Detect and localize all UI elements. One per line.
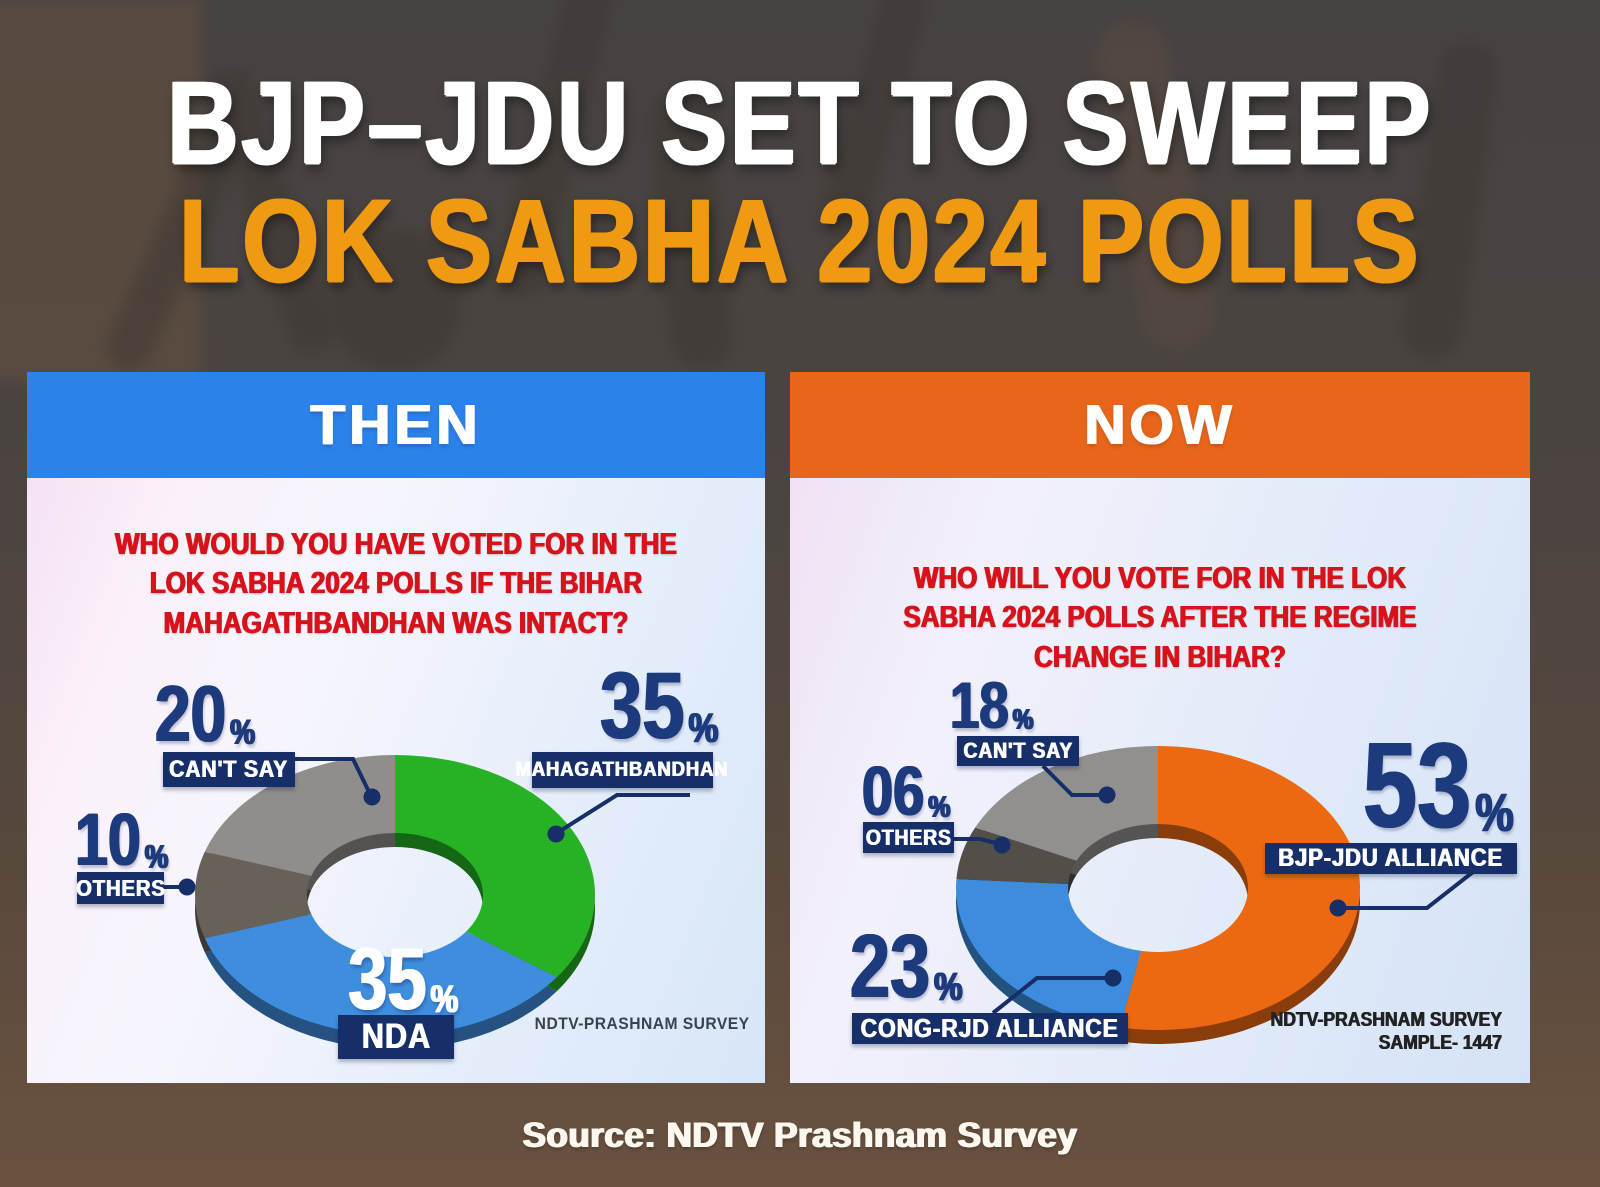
panel-now-body: WHO WILL YOU VOTE FOR IN THE LOK SABHA 2…: [790, 478, 1530, 1083]
leader-dot-others: [178, 878, 196, 896]
percent-sign: %: [1475, 783, 1514, 843]
badge-label: CONG-RJD ALLIANCE: [860, 1013, 1120, 1043]
survey-credit-then: NDTV-PRASHNAM SURVEY: [535, 1014, 750, 1033]
percent-value: 20: [155, 669, 227, 758]
slice-nda: [204, 914, 557, 1035]
value-label: 20%: [155, 674, 255, 754]
badge-label: BJP-JDU ALLIANCE: [1278, 844, 1504, 872]
badge-label: OTHERS: [865, 824, 952, 850]
leader-dot-others: [993, 836, 1011, 854]
percent-value: 23: [850, 917, 931, 1017]
badge-label: CAN'T SAY: [963, 738, 1073, 763]
survey-credit-now: NDTV-PRASHNAM SURVEY SAMPLE- 1447: [1270, 1009, 1502, 1054]
value-label: 35%: [600, 659, 718, 754]
value-label: 18%: [950, 672, 1033, 738]
badge-bjp-jdu-alliance: BJP-JDU ALLIANCE: [1265, 843, 1517, 874]
percent-sign: %: [144, 838, 169, 875]
value-label: 35%: [348, 935, 458, 1023]
badge-others: OTHERS: [75, 872, 166, 904]
headline-line-2: LOK SABHA 2024 POLLS: [179, 175, 1421, 307]
percent-value: 35: [600, 653, 685, 759]
badge-cong-rjd-alliance: CONG-RJD ALLIANCE: [852, 1013, 1128, 1044]
badge-others: OTHERS: [863, 822, 954, 853]
value-label: 06%: [862, 756, 950, 826]
badge-can-t-say: CAN'T SAY: [163, 752, 295, 787]
leader-dot-cong-rjd-alliance: [1104, 969, 1122, 987]
panel-then: THEN WHO WOULD YOU HAVE VOTED FOR IN THE…: [27, 372, 765, 1083]
leader-dot-can-t-say: [1098, 786, 1116, 804]
badge-can-t-say: CAN'T SAY: [957, 736, 1079, 766]
crowd-silhouette: [330, 230, 460, 370]
percent-sign: %: [928, 789, 951, 824]
percent-value: 18: [950, 668, 1009, 742]
leader-dot-can-t-say: [363, 788, 381, 806]
percent-value: 35: [348, 929, 427, 1028]
badge-label: NDA: [361, 1017, 431, 1056]
donut-chart-then: [164, 755, 690, 1049]
value-label: 23%: [850, 922, 963, 1012]
slice-others: [195, 851, 312, 939]
badge-label: OTHERS: [75, 874, 166, 901]
badge-label: CAN'T SAY: [169, 755, 289, 783]
percent-value: 10: [75, 798, 141, 881]
percent-value: 53: [1363, 717, 1472, 853]
panel-then-question: WHO WOULD YOU HAVE VOTED FOR IN THE LOK …: [115, 526, 677, 640]
slice-cong-rjd-alliance: [956, 879, 1142, 1028]
panel-now-header: NOW: [790, 372, 1530, 478]
slice-bjp-jdu-alliance: [1120, 746, 1361, 1030]
badge-mahagathbandhan: MAHAGATHBANDHAN: [516, 752, 728, 788]
panel-now: NOW WHO WILL YOU VOTE FOR IN THE LOK SAB…: [790, 372, 1530, 1083]
badge-nda: NDA: [338, 1015, 454, 1059]
value-label: 53%: [1363, 724, 1514, 846]
source-credit: Source: NDTV Prashnam Survey: [522, 1116, 1078, 1155]
panel-then-body: WHO WOULD YOU HAVE VOTED FOR IN THE LOK …: [27, 478, 765, 1083]
percent-sign: %: [430, 978, 459, 1021]
percent-sign: %: [1012, 704, 1034, 736]
percent-sign: %: [230, 713, 256, 752]
percent-value: 06: [862, 752, 925, 830]
panel-now-question: WHO WILL YOU VOTE FOR IN THE LOK SABHA 2…: [903, 560, 1417, 674]
leader-line-mahagathbandhan: [554, 793, 690, 836]
badge-label: MAHAGATHBANDHAN: [515, 758, 730, 781]
percent-sign: %: [934, 965, 963, 1009]
leader-dot-bjp-jdu-alliance: [1329, 899, 1347, 917]
slice-mahagathbandhan: [395, 755, 595, 978]
crowd-silhouette: [0, 0, 200, 380]
slice-can-t-say: [204, 755, 395, 876]
headline: BJP–JDU SET TO SWEEP LOK SABHA 2024 POLL…: [0, 64, 1600, 300]
panel-then-header: THEN: [27, 372, 765, 478]
headline-line-1: BJP–JDU SET TO SWEEP: [167, 57, 1433, 189]
slice-can-t-say: [975, 746, 1158, 861]
value-label: 10%: [75, 803, 168, 877]
leader-dot-mahagathbandhan: [547, 825, 565, 843]
donut-chart-now: [954, 746, 1475, 1044]
percent-sign: %: [688, 704, 719, 751]
